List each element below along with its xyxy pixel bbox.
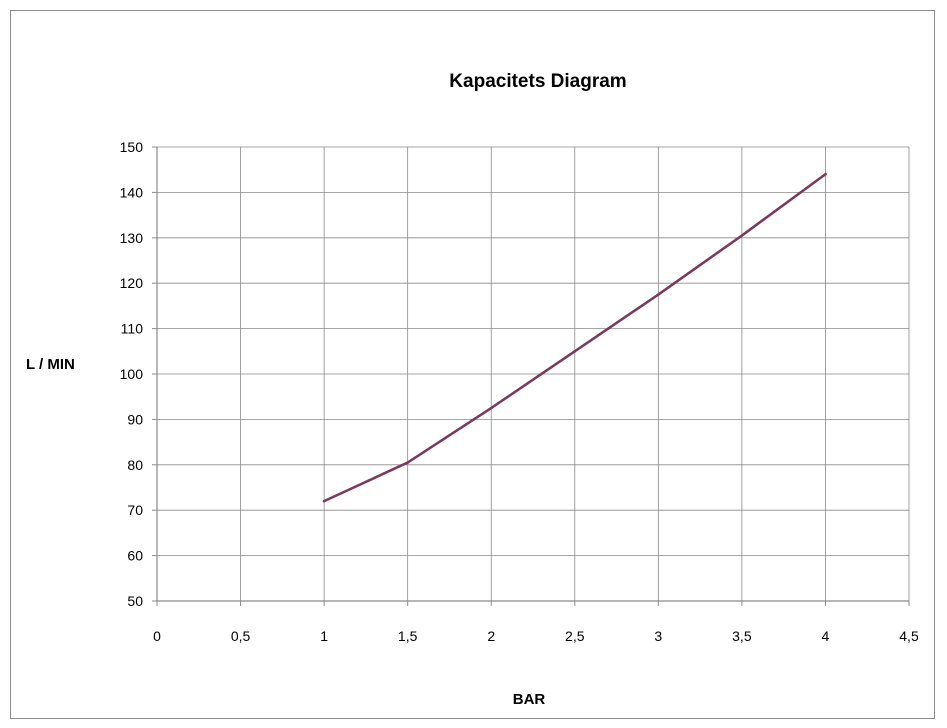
data-point [657, 293, 660, 296]
x-tick-label: 0 [153, 628, 161, 644]
y-tick-label: 80 [127, 457, 143, 473]
x-tick-label: 1,5 [398, 628, 418, 644]
chart-title: Kapacitets Diagram [449, 71, 626, 92]
y-tick-label: 90 [127, 411, 143, 427]
y-tick-label: 60 [127, 548, 143, 564]
x-tick-label: 4 [822, 628, 830, 644]
y-tick-label: 140 [120, 184, 144, 200]
y-axis-title: L / MIN [26, 356, 75, 373]
x-tick-label: 3 [654, 628, 662, 644]
y-tick-label: 120 [120, 275, 144, 291]
x-tick-label: 2 [487, 628, 495, 644]
grid-layer [156, 146, 910, 602]
y-tick-label: 50 [127, 593, 143, 609]
data-point [573, 350, 577, 353]
data-point [406, 461, 409, 464]
x-tick-label: 4,5 [899, 628, 919, 644]
y-tick-label: 70 [127, 502, 143, 518]
data-point [824, 172, 827, 176]
data-point [322, 499, 326, 503]
series-layer [322, 172, 827, 503]
x-tick-label: 3,5 [732, 628, 752, 644]
x-axis-title: BAR [513, 691, 546, 708]
data-point [740, 234, 744, 237]
y-tick-label: 100 [120, 366, 144, 382]
y-tick-label: 150 [120, 139, 144, 155]
y-tick-label: 110 [121, 321, 144, 337]
axis-layer [152, 146, 910, 606]
x-tick-label: 1 [320, 628, 328, 644]
label-layer: 50 60 70 80 90 100 110 120 130 140 150 0 0,5 1 1,5 2 2,5… [120, 139, 919, 644]
data-point [489, 406, 493, 410]
x-tick-label: 0,5 [231, 628, 251, 644]
y-tick-label: 130 [120, 230, 144, 246]
x-tick-label: 2,5 [565, 628, 585, 644]
